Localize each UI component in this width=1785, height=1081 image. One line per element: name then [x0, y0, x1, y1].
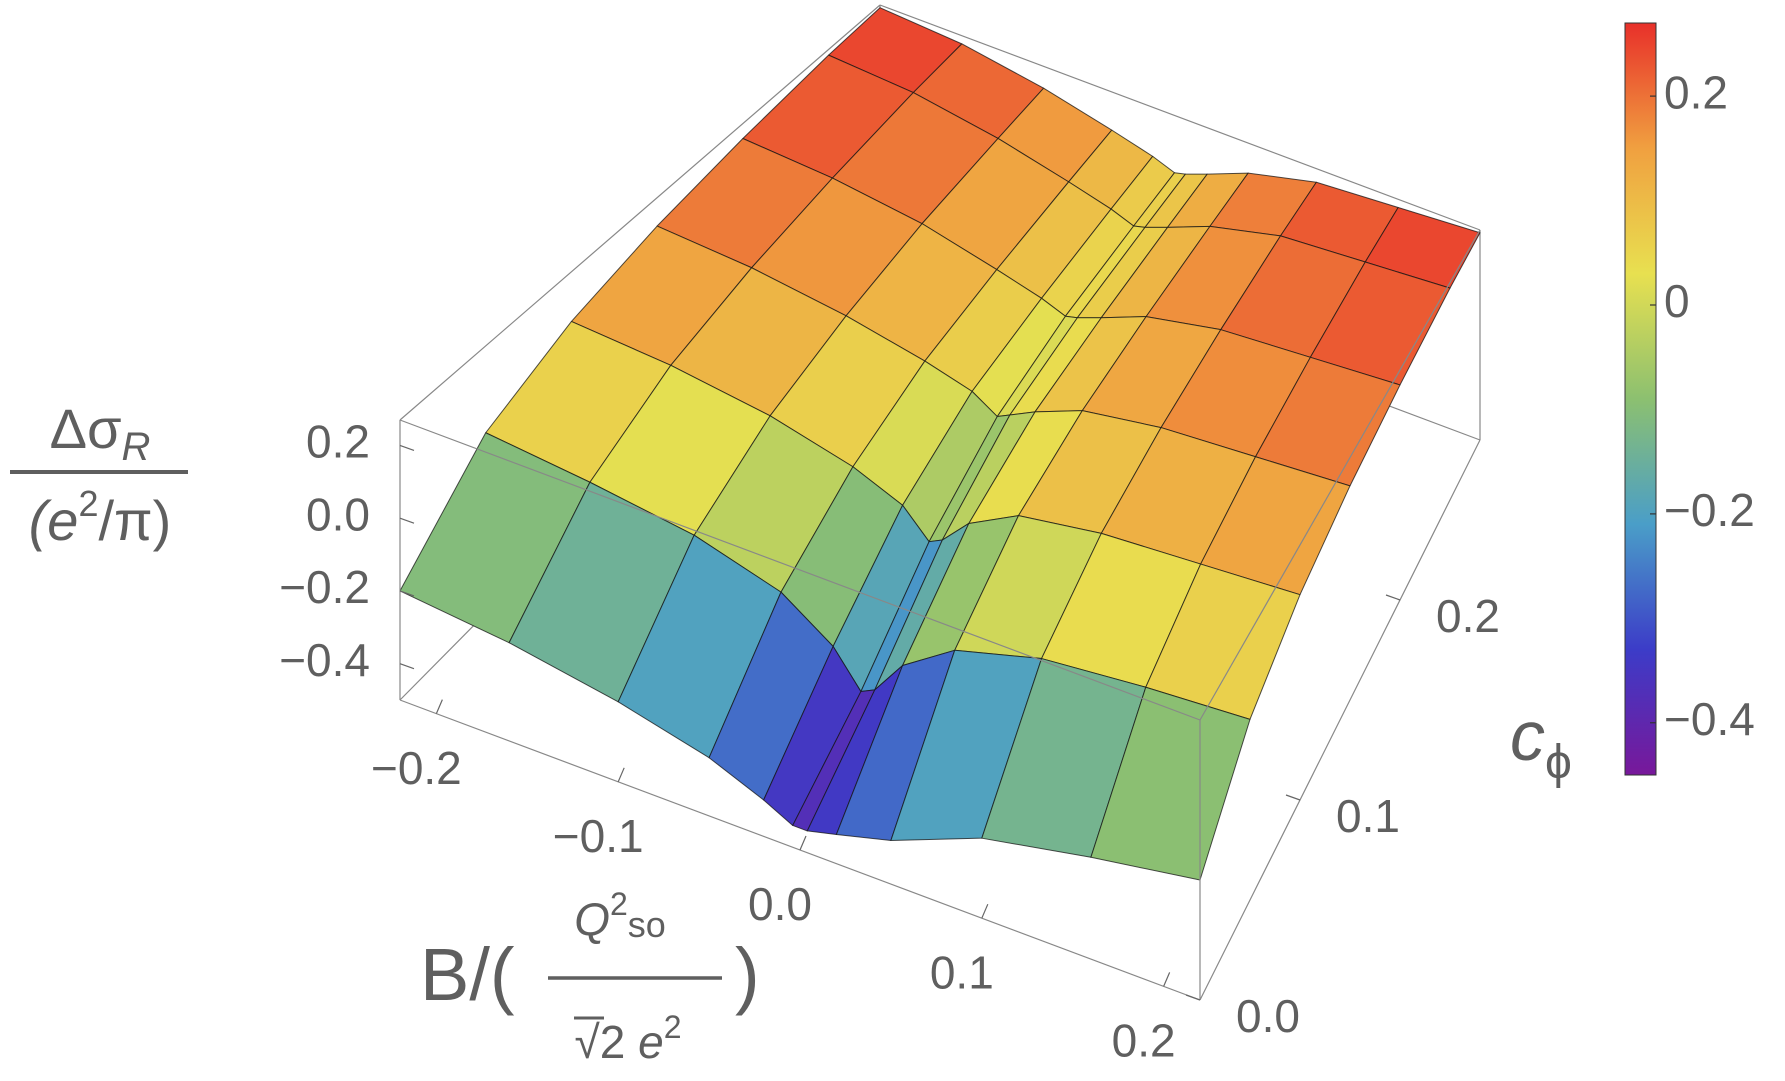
x-tick-label: 0.2 — [1112, 1015, 1176, 1067]
x-tick-label: −0.1 — [553, 810, 644, 862]
y-tick — [1385, 594, 1401, 601]
box-edge — [1199, 229, 1481, 721]
x-axis-label-prefix: B/( — [420, 933, 515, 1016]
label-part: so — [628, 904, 666, 945]
label-part: 2 — [610, 886, 628, 922]
label-part: Δσ — [50, 397, 122, 460]
x-tick — [435, 699, 443, 714]
y-tick-label: 0.1 — [1336, 790, 1400, 842]
label-part: √2 — [574, 1016, 625, 1068]
label-part: /π) — [98, 489, 171, 552]
label-part: c — [1510, 697, 1545, 775]
y-tick-label: 0.2 — [1436, 590, 1500, 642]
x-tick — [1163, 972, 1171, 987]
box-edge — [1199, 439, 1481, 1001]
colorbar-tick-label: 0 — [1664, 275, 1690, 327]
y-tick — [1285, 794, 1301, 801]
z-axis-label-numerator: ΔσR — [50, 397, 151, 469]
z-tick — [399, 444, 415, 452]
z-tick-label: −0.2 — [279, 561, 370, 613]
x-tick — [799, 835, 807, 851]
z-axis-label-denominator: (e2/π) — [29, 483, 172, 552]
z-tick-label: 0.0 — [306, 488, 370, 540]
label-part: 2 — [78, 483, 98, 524]
box-edge — [399, 419, 1201, 721]
y-tick-label: 0.0 — [1236, 990, 1300, 1042]
label-part: (e — [29, 489, 79, 552]
x-axis-label-numerator: Q2so — [574, 886, 666, 945]
label-part: Q — [574, 893, 610, 945]
x-tick — [617, 767, 625, 783]
label-part: 2 — [664, 1009, 682, 1045]
x-axis-label-denominator: √2 e2 — [574, 1009, 681, 1068]
x-tick-label: 0.1 — [930, 946, 994, 998]
colorbar-tick-label: −0.4 — [1664, 693, 1755, 745]
x-tick-label: −0.2 — [371, 742, 462, 794]
box-edge — [399, 4, 881, 421]
label-part: R — [122, 425, 151, 469]
z-tick — [399, 663, 415, 670]
y-tick — [1185, 994, 1201, 1001]
box-edge — [879, 4, 1481, 231]
z-tick-label: 0.2 — [306, 416, 370, 468]
x-axis-label-suffix: ) — [735, 933, 760, 1016]
axes: 0.2 0.0 −0.2 −0.4 −0.2 −0.1 0.0 0.1 0.2 0.0 0.1 0.2 — [279, 416, 1500, 1067]
surface — [399, 7, 1481, 881]
x-tick-label: 0.0 — [748, 878, 812, 930]
colorbar-tick-label: 0.2 — [1664, 66, 1728, 118]
label-part: e — [625, 1016, 663, 1068]
z-tick-label: −0.4 — [279, 634, 370, 686]
x-tick — [981, 903, 989, 919]
surface-patch — [1090, 686, 1251, 881]
colorbar-tick-label: −0.2 — [1664, 484, 1755, 536]
z-tick — [399, 590, 415, 597]
label-part: ϕ — [1545, 736, 1572, 789]
z-tick — [399, 517, 415, 524]
y-axis-label: cϕ — [1510, 697, 1572, 789]
colorbar — [1624, 22, 1657, 776]
